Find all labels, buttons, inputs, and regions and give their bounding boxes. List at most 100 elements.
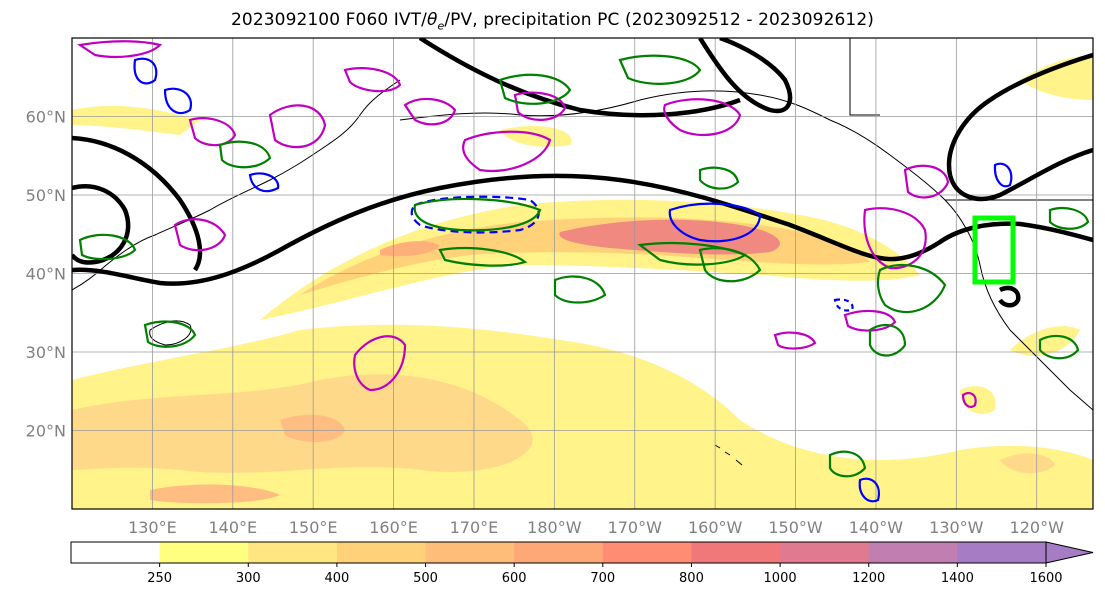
pv-contour-3 xyxy=(403,97,457,126)
colorbar-tick-label: 600 xyxy=(502,571,527,586)
pv-contour-8 xyxy=(513,91,567,121)
ivt-band-jet-core xyxy=(559,219,780,255)
colorbar-segment xyxy=(868,542,958,563)
pv-contour-2 xyxy=(343,67,402,93)
colorbar-tick-label: 1600 xyxy=(1029,571,1062,586)
pv-contours-positive xyxy=(77,40,977,409)
lat-tick-label: 20°N xyxy=(26,422,66,441)
precip-contours xyxy=(78,54,1090,478)
lon-tick-label: 170°E xyxy=(450,518,499,537)
pv-neg-contour-7 xyxy=(858,477,880,503)
pv-contour-5 xyxy=(188,117,237,147)
colorbar-segment xyxy=(691,542,781,563)
precip-contour-14 xyxy=(828,450,867,478)
colorbar-labels: 250 300 400 500 600 700 800 1000 1200 1400 1600 xyxy=(147,563,1063,586)
colorbar-segment xyxy=(336,542,427,563)
title-theta-sub: e xyxy=(437,19,445,33)
lon-tick-label: 180°W xyxy=(527,518,582,537)
latitude-labels: 60°N 50°N 40°N 30°N 20°N xyxy=(26,108,66,441)
colorbar-tick-label: 700 xyxy=(590,571,615,586)
theta-e-contour-ne xyxy=(698,38,793,114)
colorbar-tick-label: 1000 xyxy=(764,571,797,586)
precip-contour-1 xyxy=(413,197,542,232)
colorbar-segment xyxy=(602,542,692,563)
pv-neg-contour-2 xyxy=(668,202,762,243)
lon-tick-label: 130°E xyxy=(128,518,177,537)
pv-neg-contour-1 xyxy=(410,195,540,234)
precip-contour-5 xyxy=(698,247,762,283)
colorbar-outline xyxy=(70,541,1046,564)
coast-alaska xyxy=(639,90,891,156)
colorbar-tick-label: 1400 xyxy=(941,571,974,586)
longitude-labels: 130°E 140°E 150°E 160°E 170°E 180°W 170°W 160°W… xyxy=(128,518,1064,537)
pv-contour-15 xyxy=(961,391,977,409)
ivt-band-northeast xyxy=(1020,55,1093,100)
precip-contour-13 xyxy=(1038,334,1080,360)
colorbar-segment xyxy=(159,542,249,563)
lon-tick-label: 140°E xyxy=(208,518,257,537)
theta-e-contour-west xyxy=(72,184,131,265)
gridlines xyxy=(72,38,1093,509)
ivt-band-southeast xyxy=(1000,453,1055,474)
lon-tick-label: 160°E xyxy=(369,518,418,537)
pv-contour-4 xyxy=(268,104,327,149)
colorbar-tick-label: 300 xyxy=(236,571,261,586)
pv-contour-10 xyxy=(863,207,927,270)
ivt-band-jet-west-core xyxy=(380,241,440,257)
colorbar-segment xyxy=(957,542,1047,563)
theta-e-contours xyxy=(72,38,1093,308)
pv-neg-contour-3 xyxy=(133,57,158,85)
lat-tick-label: 40°N xyxy=(26,265,66,284)
lon-tick-label: 130°W xyxy=(929,518,984,537)
title-theta: θ xyxy=(426,10,438,30)
theta-e-contour-canada xyxy=(946,52,1093,202)
colorbar-tick-label: 800 xyxy=(679,571,704,586)
precip-contour-15 xyxy=(698,166,740,190)
lon-tick-label: 140°W xyxy=(849,518,904,537)
ivt-band-north xyxy=(72,105,572,147)
lon-tick-label: 150°E xyxy=(289,518,338,537)
title-prefix: 2023092100 F060 IVT/ xyxy=(230,10,427,30)
colorbar-segment xyxy=(248,542,338,563)
colorbar-segment xyxy=(780,542,870,563)
pv-contours-negative xyxy=(133,57,1013,503)
target-region-box xyxy=(972,215,1016,285)
ivt-band-coast xyxy=(960,326,1080,414)
map-content xyxy=(72,38,1093,509)
precip-contour-7 xyxy=(868,323,907,357)
lon-tick-label: 120°W xyxy=(1010,518,1065,537)
precip-contour-6 xyxy=(876,263,947,314)
lat-tick-label: 50°N xyxy=(26,186,66,205)
colorbar-tick-label: 400 xyxy=(324,571,349,586)
ivt-shading xyxy=(72,55,1093,509)
theta-e-contour-main xyxy=(72,173,1093,286)
precip-contour-10 xyxy=(498,73,572,105)
precip-contour-12 xyxy=(218,140,272,169)
coast-hawaii xyxy=(714,444,743,466)
theta-e-contour-bc xyxy=(998,285,1021,308)
colorbar xyxy=(70,541,1094,564)
precip-contour-2 xyxy=(438,247,528,267)
lat-tick-label: 30°N xyxy=(26,343,66,362)
lon-tick-label: 150°W xyxy=(768,518,823,537)
lat-tick-label: 60°N xyxy=(26,108,66,127)
ivt-band-southern-core xyxy=(150,414,345,504)
pv-contour-11 xyxy=(903,164,950,199)
theta-e-contour-n xyxy=(418,38,741,118)
pv-contour-1 xyxy=(77,40,163,59)
precip-contour-16 xyxy=(1048,206,1090,230)
precip-contour-4 xyxy=(553,275,607,304)
figure-title: 2023092100 F060 IVT/θe/PV, precipitation… xyxy=(0,10,1105,32)
coast-north-america xyxy=(889,154,1093,411)
colorbar-segment xyxy=(71,542,161,563)
lon-tick-label: 170°W xyxy=(608,518,663,537)
country-border-alaska xyxy=(849,38,880,116)
colorbar-tick-label: 250 xyxy=(147,571,172,586)
map-frame xyxy=(71,37,1094,510)
precip-contour-8 xyxy=(78,233,137,261)
precip-contour-9 xyxy=(143,320,197,348)
colorbar-segment xyxy=(514,542,604,563)
pv-contour-12 xyxy=(353,335,407,392)
pv-neg-contour-5 xyxy=(248,172,280,193)
